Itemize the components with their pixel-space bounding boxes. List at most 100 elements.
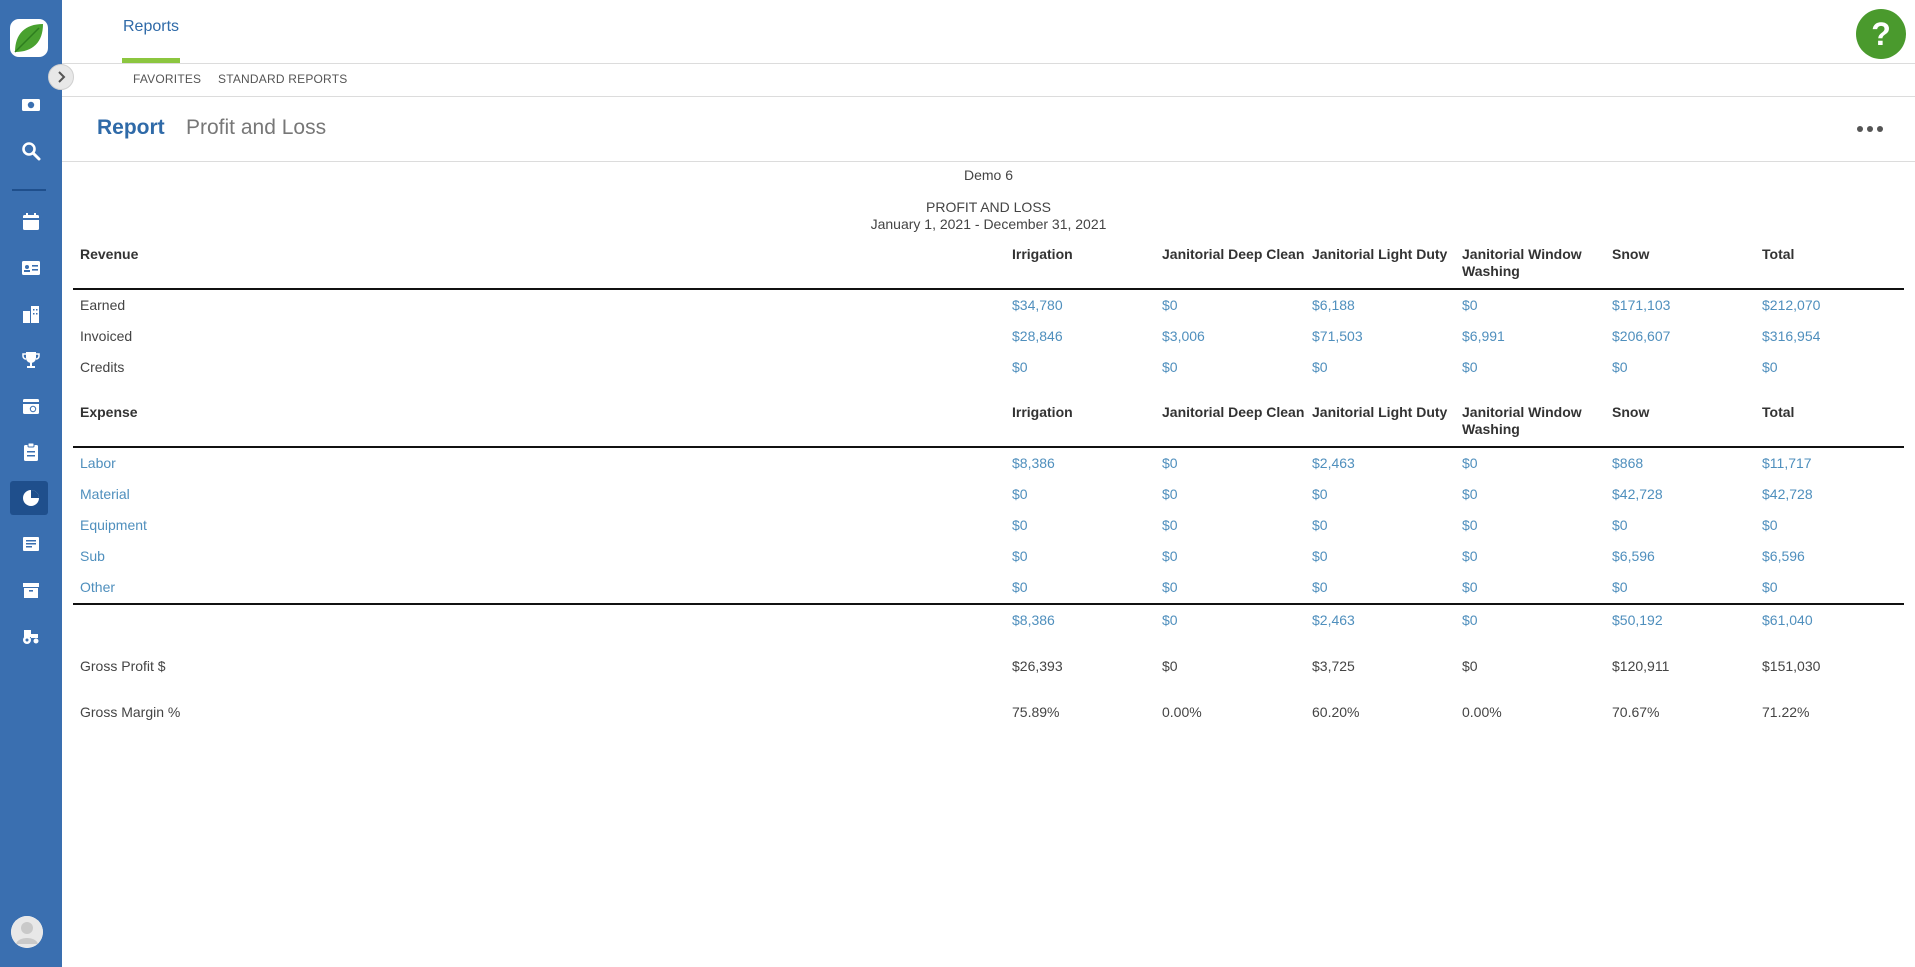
row-label: Gross Margin % (80, 704, 181, 720)
value-link[interactable]: $11,717 (1762, 455, 1812, 471)
column-header: Janitorial Window Washing (1462, 404, 1582, 437)
value-link[interactable]: $0 (1012, 579, 1028, 595)
row-label-link[interactable]: Equipment (80, 517, 147, 533)
report-header: Report Profit and Loss (62, 97, 1915, 162)
value-link[interactable]: $6,596 (1612, 548, 1655, 564)
row-label-link[interactable]: Other (80, 579, 116, 595)
value-link[interactable]: $42,728 (1762, 486, 1813, 502)
value-link[interactable]: $0 (1462, 517, 1478, 533)
value-link[interactable]: $34,780 (1012, 297, 1063, 313)
value-link[interactable]: $50,192 (1612, 612, 1663, 628)
value-link[interactable]: $0 (1462, 548, 1478, 564)
buildings-icon[interactable] (0, 294, 62, 334)
value-link[interactable]: $868 (1612, 455, 1644, 471)
value-link[interactable]: $0 (1312, 548, 1328, 564)
value-link[interactable]: $0 (1462, 455, 1478, 471)
value-link[interactable]: $71,503 (1312, 328, 1363, 344)
value-link[interactable]: $0 (1012, 359, 1028, 375)
value: 70.67% (1612, 704, 1660, 720)
row-label-link[interactable]: Labor (80, 455, 116, 471)
value-link[interactable]: $0 (1012, 486, 1028, 502)
value-link[interactable]: $0 (1162, 579, 1178, 595)
value-link[interactable]: $61,040 (1762, 612, 1813, 628)
search-icon[interactable] (0, 131, 62, 171)
row-label-link[interactable]: Sub (80, 548, 105, 564)
value-link[interactable]: $171,103 (1612, 297, 1671, 313)
value-link[interactable]: $0 (1162, 297, 1178, 313)
pie-chart-icon[interactable] (0, 478, 62, 518)
sub-nav-favorites[interactable]: FAVORITES (133, 72, 202, 86)
app-logo[interactable] (9, 18, 49, 58)
value-link[interactable]: $0 (1762, 579, 1778, 595)
value-link[interactable]: $8,386 (1012, 612, 1055, 628)
sidebar-expand-button[interactable] (48, 64, 74, 90)
value-link[interactable]: $2,463 (1312, 455, 1355, 471)
row-label-link[interactable]: Material (80, 486, 130, 502)
value-link[interactable]: $0 (1162, 486, 1178, 502)
value: $26,393 (1012, 658, 1063, 674)
column-header: Total (1762, 404, 1795, 420)
user-avatar[interactable] (11, 916, 43, 948)
value-link[interactable]: $28,846 (1012, 328, 1063, 344)
value-link[interactable]: $0 (1312, 579, 1328, 595)
invoice-icon[interactable] (0, 524, 62, 564)
value-link[interactable]: $6,991 (1462, 328, 1505, 344)
value-link[interactable]: $2,463 (1312, 612, 1355, 628)
value-link[interactable]: $0 (1762, 517, 1778, 533)
column-header: Janitorial Window Washing (1462, 246, 1582, 279)
contact-card-icon[interactable] (0, 248, 62, 288)
value: 75.89% (1012, 704, 1060, 720)
calendar-icon[interactable] (0, 202, 62, 242)
value-link[interactable]: $0 (1012, 517, 1028, 533)
gross-profit-row: Gross Profit $ $26,393 $0 $3,725 $0 $120… (73, 658, 1904, 678)
tractor-icon[interactable] (0, 616, 62, 656)
tab-reports[interactable]: Reports (122, 0, 181, 63)
sub-nav-standard-reports[interactable]: STANDARD REPORTS (218, 72, 348, 86)
dollar-bill-icon[interactable] (0, 85, 62, 125)
value-link[interactable]: $0 (1462, 297, 1478, 313)
archive-icon[interactable] (0, 570, 62, 610)
value-link[interactable]: $206,607 (1612, 328, 1671, 344)
value-link[interactable]: $0 (1762, 359, 1778, 375)
table-row: Other $0 $0 $0 $0 $0 $0 (73, 579, 1904, 599)
value: $0 (1162, 658, 1178, 674)
calendar-clock-icon[interactable] (0, 386, 62, 426)
value-link[interactable]: $3,006 (1162, 328, 1205, 344)
column-header: Snow (1612, 246, 1650, 262)
value-link[interactable]: $6,188 (1312, 297, 1355, 313)
value-link[interactable]: $0 (1162, 548, 1178, 564)
value-link[interactable]: $0 (1612, 517, 1628, 533)
more-options-button[interactable] (1855, 121, 1885, 137)
value-link[interactable]: $8,386 (1012, 455, 1055, 471)
column-header: Irrigation (1012, 404, 1073, 420)
value-link[interactable]: $0 (1462, 579, 1478, 595)
gross-margin-row: Gross Margin % 75.89% 0.00% 60.20% 0.00%… (73, 704, 1904, 724)
expense-header-row: Expense Irrigation Janitorial Deep Clean… (73, 404, 1904, 437)
value-link[interactable]: $0 (1612, 359, 1628, 375)
value-link[interactable]: $42,728 (1612, 486, 1663, 502)
expense-total-row: $8,386 $0 $2,463 $0 $50,192 $61,040 (73, 612, 1904, 632)
value-link[interactable]: $0 (1162, 455, 1178, 471)
value-link[interactable]: $0 (1012, 548, 1028, 564)
company-name: Demo 6 (963, 167, 1014, 183)
more-dot-icon (1857, 126, 1863, 132)
value-link[interactable]: $0 (1462, 359, 1478, 375)
row-label: Gross Profit $ (80, 658, 166, 674)
trophy-icon[interactable] (0, 340, 62, 380)
value-link[interactable]: $0 (1162, 612, 1178, 628)
value-link[interactable]: $0 (1462, 612, 1478, 628)
sub-nav: FAVORITES STANDARD REPORTS (62, 64, 1915, 97)
value-link[interactable]: $6,596 (1762, 548, 1805, 564)
value-link[interactable]: $0 (1312, 517, 1328, 533)
value-link[interactable]: $0 (1612, 579, 1628, 595)
value-link[interactable]: $0 (1162, 359, 1178, 375)
value-link[interactable]: $316,954 (1762, 328, 1821, 344)
value-link[interactable]: $212,070 (1762, 297, 1821, 313)
value-link[interactable]: $0 (1312, 359, 1328, 375)
help-button[interactable]: ? (1856, 9, 1906, 59)
column-header: Janitorial Deep Clean (1162, 246, 1305, 262)
clipboard-icon[interactable] (0, 432, 62, 472)
value-link[interactable]: $0 (1312, 486, 1328, 502)
value-link[interactable]: $0 (1162, 517, 1178, 533)
value-link[interactable]: $0 (1462, 486, 1478, 502)
